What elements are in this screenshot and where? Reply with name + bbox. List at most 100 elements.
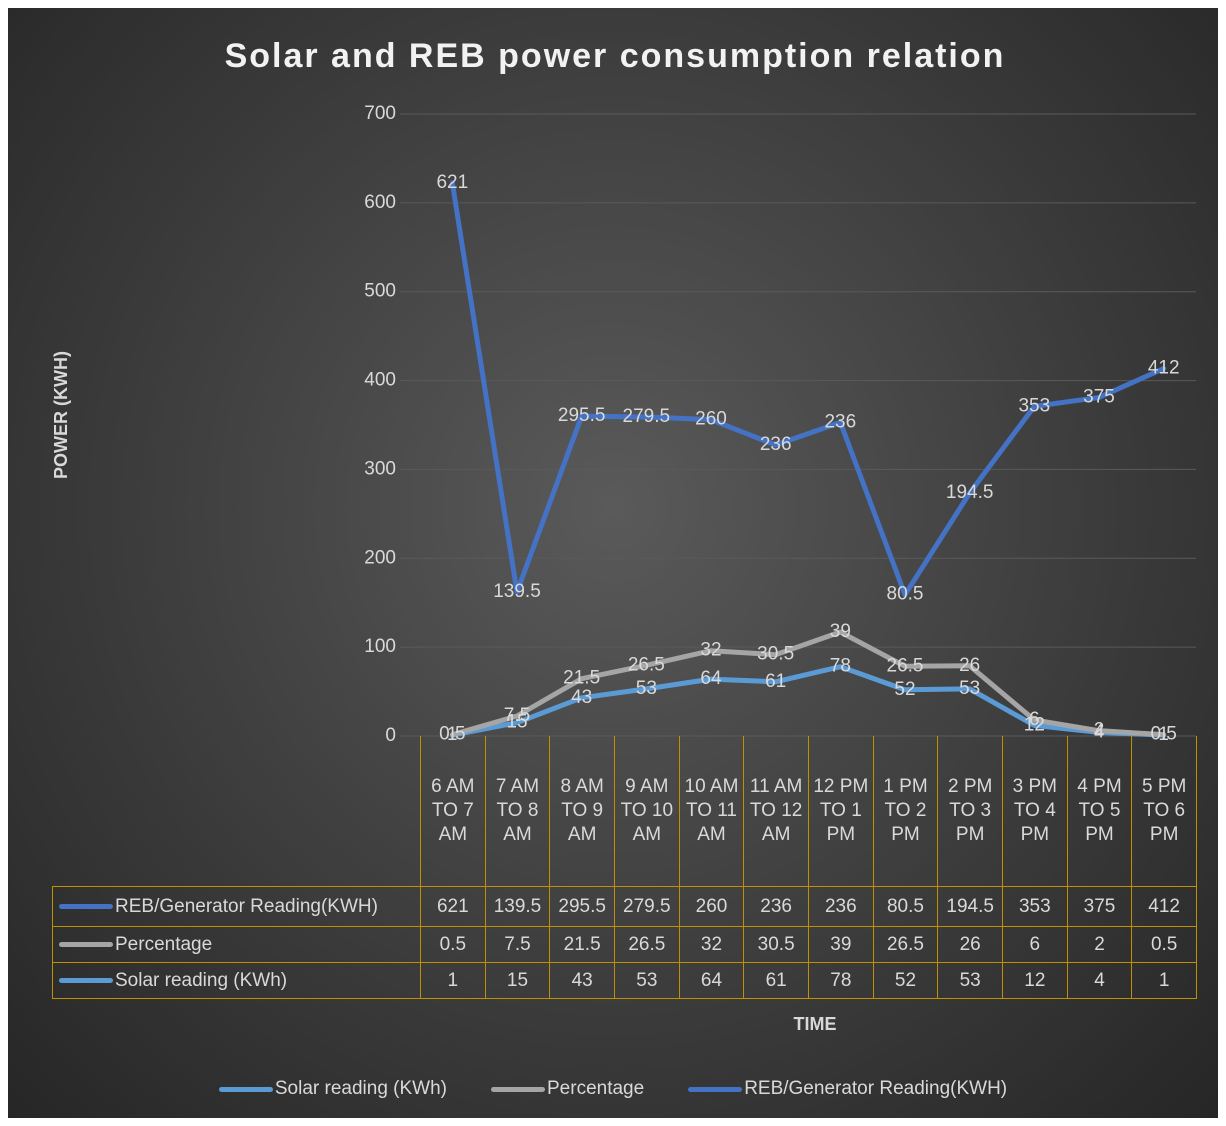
data-label: 12 — [1024, 714, 1045, 735]
data-label: 236 — [760, 434, 792, 455]
table-cell: 236 — [743, 886, 809, 927]
legend-key — [59, 978, 113, 983]
legend-label: REB/Generator Reading(KWH) — [744, 1078, 1008, 1099]
x-axis-title: TIME — [794, 1014, 837, 1034]
table-cell: 6 — [1002, 926, 1068, 963]
table-cell: 30.5 — [743, 926, 809, 963]
table-cell: 0.5 — [420, 926, 486, 963]
legend-item: REB/Generator Reading(KWH) — [688, 1078, 1007, 1100]
table-cell: 1 — [420, 962, 486, 999]
series-line — [449, 180, 1167, 598]
data-label: 1 — [1158, 724, 1169, 745]
data-label: 30.5 — [757, 644, 794, 665]
legend-item: Solar reading (KWh) — [218, 1078, 447, 1100]
table-cell: 43 — [549, 962, 615, 999]
table-cell: 2 — [1066, 926, 1133, 963]
data-label: 260 — [695, 409, 727, 430]
data-label: 7.5 — [504, 705, 530, 726]
legend-key — [59, 904, 113, 909]
data-label: 32 — [700, 640, 721, 661]
data-label: 26.5 — [628, 654, 665, 675]
data-label: 295.5 — [558, 405, 606, 426]
table-cell: 53 — [614, 962, 680, 999]
table-cell: 26.5 — [872, 926, 939, 963]
data-label: 139.5 — [493, 581, 541, 602]
table-cell: 236 — [808, 886, 874, 927]
category-header: 8 AM TO 9 AM — [549, 736, 615, 887]
table-cell: 32 — [678, 926, 745, 963]
data-label: 53 — [959, 678, 980, 699]
table-cell: 279.5 — [614, 886, 680, 927]
legend-key — [688, 1086, 743, 1092]
table-cell: 621 — [420, 886, 486, 927]
data-label: 279.5 — [623, 406, 671, 427]
table-cell: 1 — [1131, 962, 1197, 999]
data-label: 78 — [830, 656, 851, 677]
data-label: 375 — [1083, 386, 1115, 407]
table-cell: 375 — [1066, 886, 1133, 927]
data-label: 21.5 — [563, 668, 600, 689]
y-tick-label: 0 — [385, 725, 396, 746]
data-label: 80.5 — [887, 584, 924, 605]
table-cell: 353 — [1002, 886, 1068, 927]
category-header: 12 PM TO 1 PM — [808, 736, 874, 887]
table-cell: 139.5 — [484, 886, 551, 927]
data-label: 39 — [830, 621, 851, 642]
table-cell: 295.5 — [549, 886, 615, 927]
category-header: 7 AM TO 8 AM — [484, 736, 551, 887]
category-header: 4 PM TO 5 PM — [1066, 736, 1133, 887]
table-row-label: REB/Generator Reading(KWH) — [52, 886, 421, 927]
data-label: 0.5 — [1150, 724, 1176, 745]
data-label: 412 — [1148, 358, 1180, 379]
data-label: 26 — [959, 655, 980, 676]
table-cell: 52 — [872, 962, 939, 999]
data-label: 4 — [1094, 721, 1105, 742]
legend-key — [491, 1086, 545, 1092]
series-line — [449, 629, 1167, 738]
table-cell: 39 — [808, 926, 874, 963]
y-tick-label: 300 — [364, 458, 396, 479]
data-label: 15 — [506, 712, 527, 733]
data-label: 1 — [447, 724, 458, 745]
table-cell: 412 — [1131, 886, 1197, 927]
table-cell: 260 — [678, 886, 745, 927]
y-axis-title: POWER (KWH) — [51, 351, 71, 479]
table-cell: 61 — [743, 962, 809, 999]
legend: Solar reading (KWh) Percentage REB/Generat… — [0, 1078, 1226, 1100]
row-label-text: REB/Generator Reading(KWH) — [115, 895, 378, 917]
table-cell: 12 — [1002, 962, 1068, 999]
legend-key — [218, 1086, 273, 1092]
category-header: 9 AM TO 10 AM — [614, 736, 680, 887]
data-label: 64 — [700, 668, 722, 689]
data-label: 6 — [1029, 709, 1040, 730]
data-label: 2 — [1094, 720, 1105, 741]
category-header: 10 AM TO 11 AM — [678, 736, 745, 887]
y-tick-label: 200 — [364, 547, 396, 568]
data-label: 61 — [765, 671, 786, 692]
table-cell: 4 — [1066, 962, 1133, 999]
data-label: 194.5 — [946, 482, 994, 503]
table-cell: 0.5 — [1131, 926, 1197, 963]
table-cell: 21.5 — [549, 926, 615, 963]
y-tick-label: 600 — [364, 192, 396, 213]
category-header: 1 PM TO 2 PM — [872, 736, 939, 887]
row-label-text: Percentage — [115, 933, 213, 955]
legend-label: Solar reading (KWh) — [274, 1078, 447, 1099]
data-label: 26.5 — [887, 655, 924, 676]
category-header: 11 AM TO 12 AM — [743, 736, 809, 887]
y-tick-label: 400 — [364, 370, 396, 391]
y-tick-label: 700 — [364, 103, 396, 124]
y-tick-label: 500 — [364, 281, 396, 302]
category-header: 5 PM TO 6 PM — [1131, 736, 1197, 887]
data-label: 53 — [636, 678, 657, 699]
table-cell: 80.5 — [872, 886, 939, 927]
table-cell: 194.5 — [937, 886, 1003, 927]
category-header: 3 PM TO 4 PM — [1002, 736, 1068, 887]
y-tick-label: 100 — [364, 636, 396, 657]
data-label: 621 — [436, 172, 468, 193]
data-label: 236 — [824, 411, 856, 432]
category-header: 2 PM TO 3 PM — [937, 736, 1003, 887]
table-cell: 26.5 — [614, 926, 680, 963]
